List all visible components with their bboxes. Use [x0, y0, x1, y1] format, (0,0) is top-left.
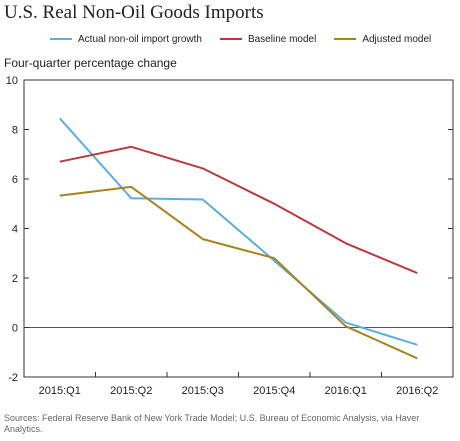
- x-tick-label: 2015:Q2: [110, 385, 152, 397]
- series-line-0: [59, 117, 418, 346]
- legend: Actual non-oil import growth Baseline mo…: [50, 31, 449, 47]
- x-tick-label: 2015:Q1: [39, 385, 81, 397]
- x-tick-label: 2016:Q2: [396, 385, 438, 397]
- y-tick-label: 2: [12, 273, 18, 285]
- legend-item-actual: Actual non-oil import growth: [50, 34, 202, 45]
- y-tick-label: 6: [12, 174, 18, 186]
- legend-swatch-adjusted: [334, 38, 357, 40]
- legend-swatch-baseline: [219, 38, 242, 40]
- y-tick-label: 8: [12, 125, 18, 137]
- legend-swatch-actual: [50, 38, 72, 40]
- x-tick-label: 2015:Q4: [253, 385, 295, 397]
- x-tick-label: 2015:Q3: [182, 385, 224, 397]
- y-tick-label: 10: [6, 75, 18, 87]
- legend-item-baseline: Baseline model: [219, 33, 317, 45]
- source-note: Sources: Federal Reserve Bank of New Yor…: [4, 413, 420, 434]
- legend-label-actual: Actual non-oil import growth: [78, 33, 202, 45]
- legend-item-adjusted: Adjusted model: [334, 34, 431, 45]
- y-axis-label: Four-quarter percentage change: [4, 56, 177, 70]
- chart-title: U.S. Real Non-Oil Goods Imports: [4, 2, 264, 23]
- plot-frame: [23, 79, 454, 378]
- y-tick-label: 0: [12, 323, 18, 335]
- series-line-2: [59, 185, 418, 360]
- series-line-1: [59, 145, 418, 275]
- legend-label-baseline: Baseline model: [247, 33, 317, 45]
- y-tick-label: -2: [8, 372, 18, 384]
- legend-label-adjusted: Adjusted model: [362, 33, 432, 45]
- x-tick-label: 2016:Q1: [325, 385, 367, 397]
- y-tick-label: 4: [12, 224, 18, 236]
